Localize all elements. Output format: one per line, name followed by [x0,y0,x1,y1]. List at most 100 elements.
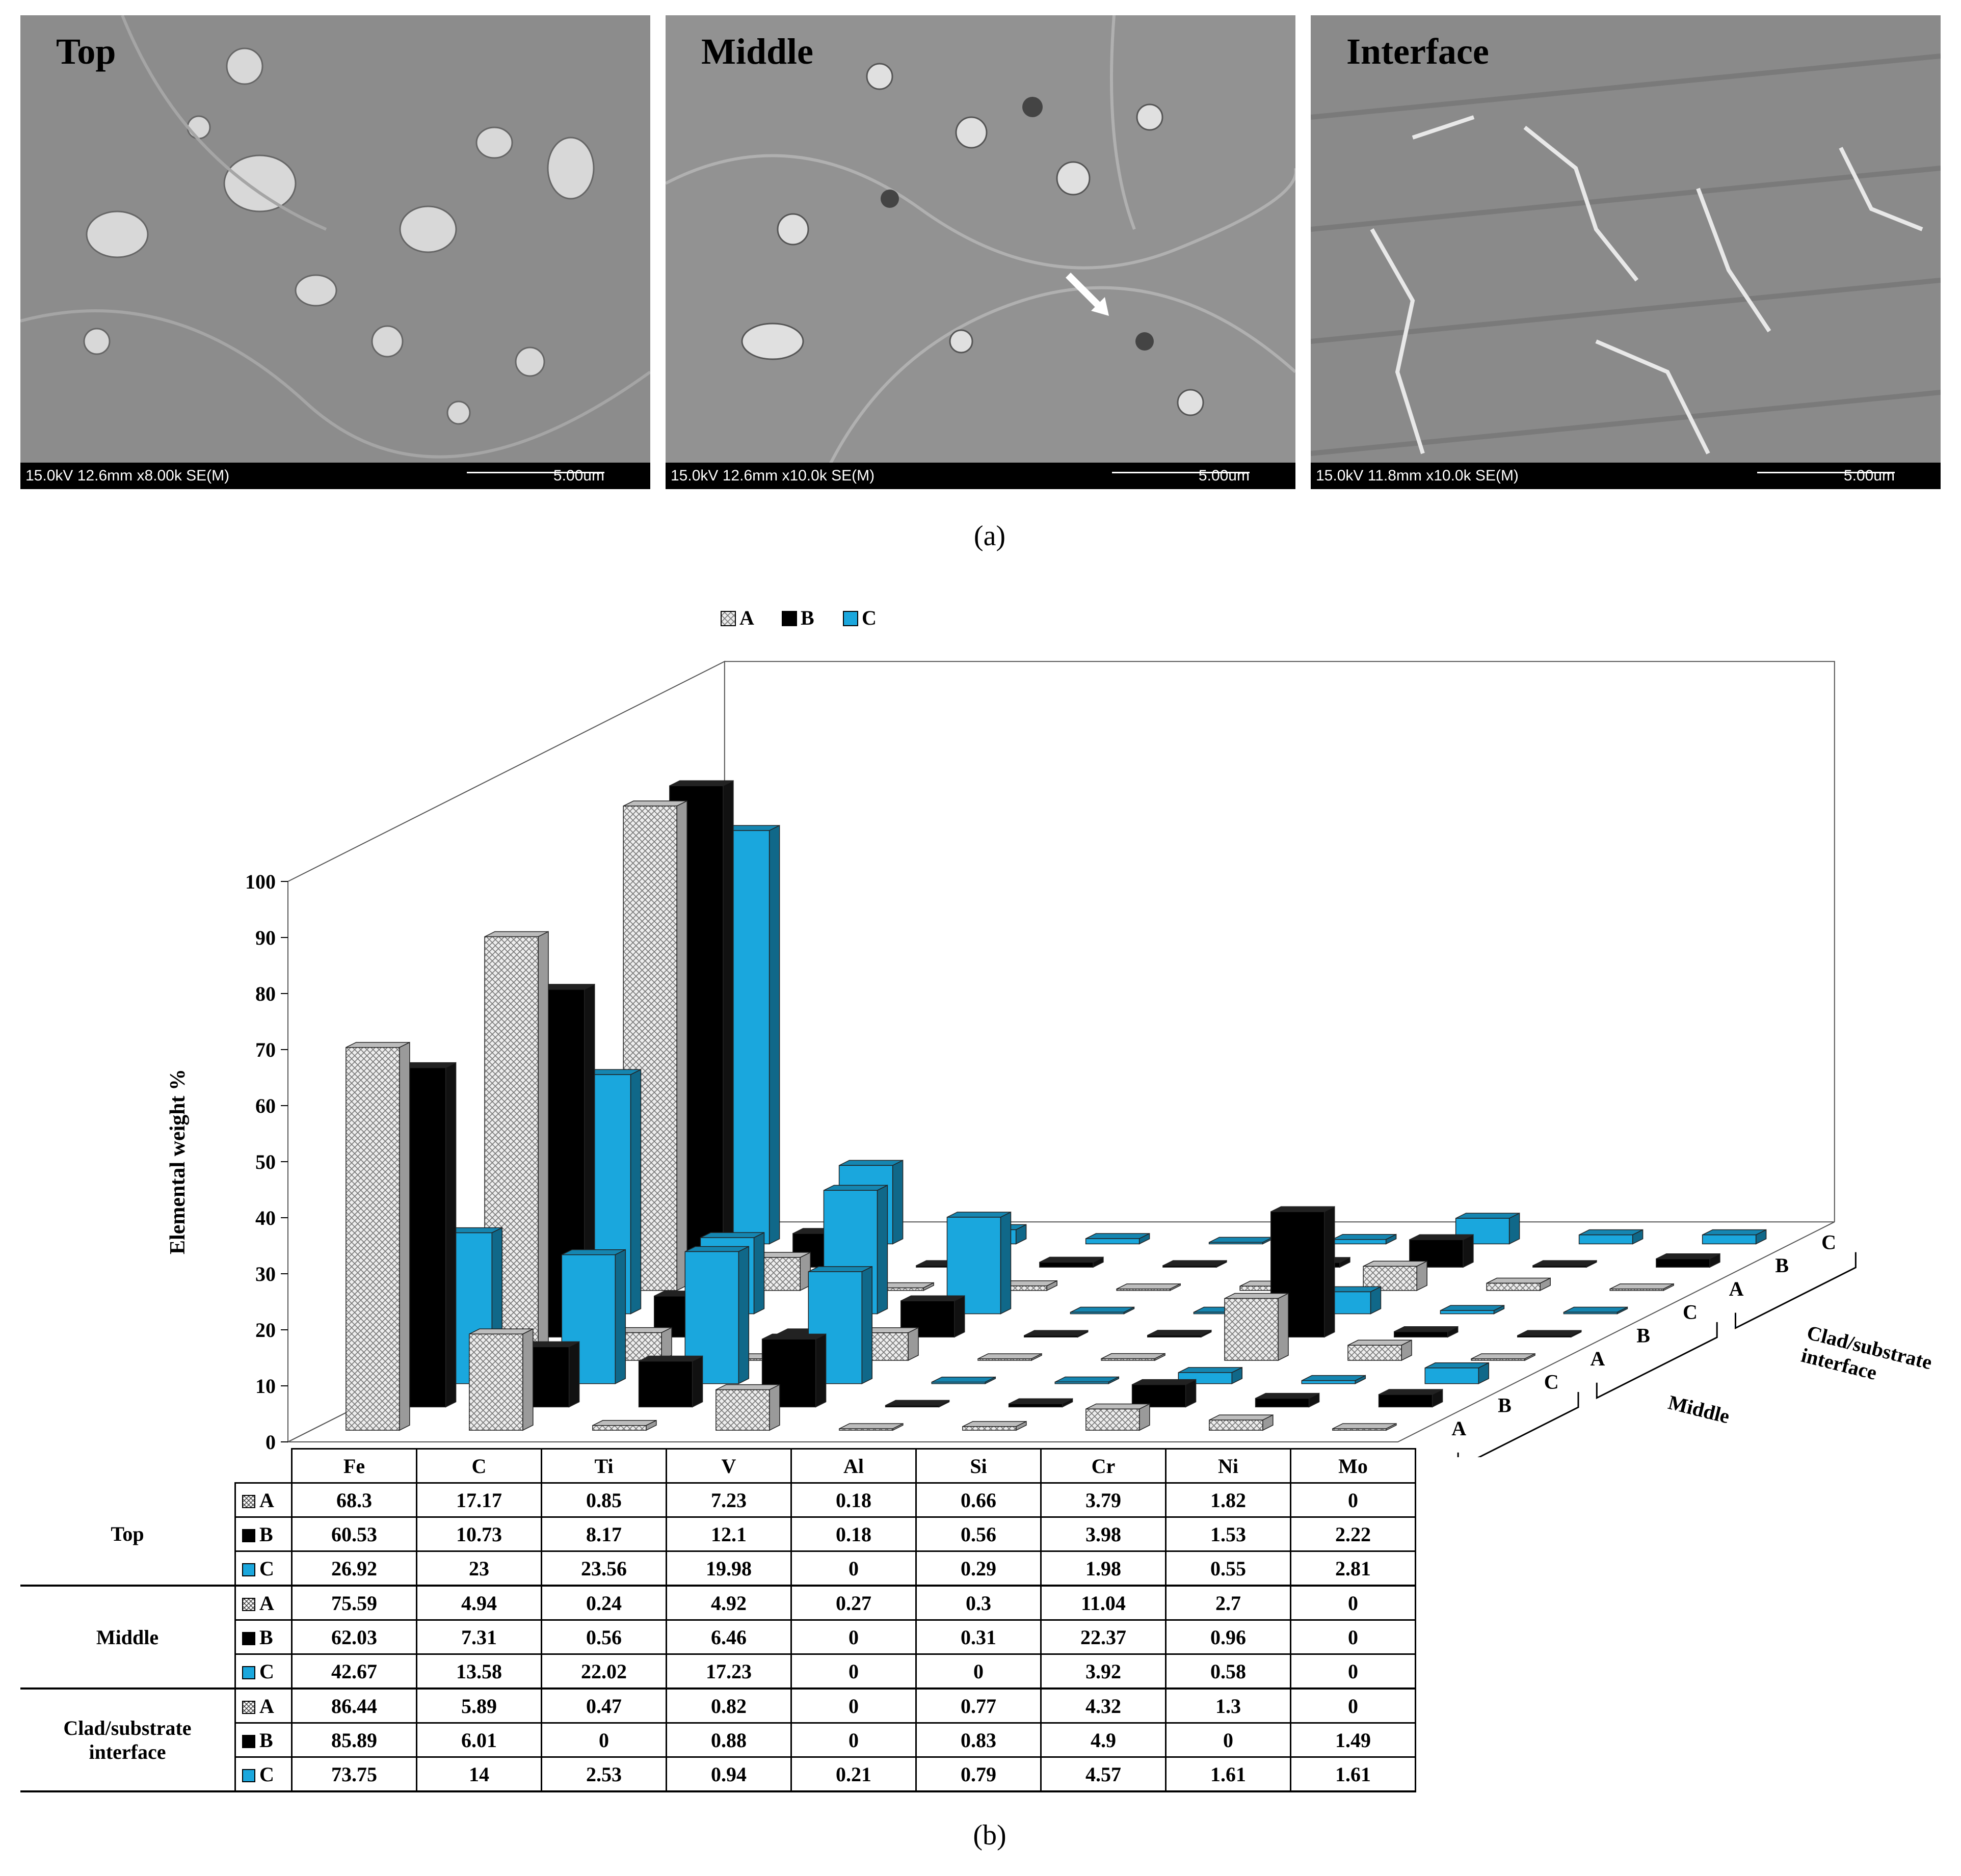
table-cell: 0.82 [666,1687,792,1724]
bar-clad-substrate-interface-b-ni [1532,1259,1597,1268]
series-swatch [242,1768,255,1782]
table-cell: 0.94 [666,1756,792,1792]
table-cell: 22.02 [541,1653,667,1690]
y-tick-label: 100 [245,870,276,893]
y-tick-label: 70 [255,1038,276,1061]
y-tick-label: 0 [266,1431,276,1454]
table-cell: 3.92 [1040,1653,1167,1690]
y-tick-label: 20 [255,1319,276,1342]
column-header: Ti [541,1448,667,1484]
group-bracket [1596,1322,1718,1400]
bar-top-b-ti [638,1355,703,1408]
sem-texture [20,15,650,489]
table-cell: 2.53 [541,1756,667,1792]
bar-top-a-c [469,1328,534,1431]
column-header: Fe [291,1448,417,1484]
group-bracket [1457,1391,1579,1457]
bar-clad-substrate-interface-b-cr [1409,1234,1474,1268]
table-row: C 42.67 13.58 22.02 17.23 0 0 3.92 0.58 0 [20,1653,1416,1690]
bar-top-a-v [716,1384,780,1431]
table-cell: 68.3 [291,1482,417,1518]
series-cell: B [234,1516,293,1552]
y-tick-label: 40 [255,1207,276,1229]
depth-label: A [1591,1347,1605,1370]
sem-scale: 5.00um [553,467,604,484]
series-cell: A [234,1687,293,1724]
table-cell: 0.29 [915,1550,1042,1587]
bar-top-b-ni [1255,1392,1320,1408]
legend-label: A [739,606,754,629]
table-cell: 26.92 [291,1550,417,1587]
bar-middle-c-ni [1440,1304,1505,1315]
table-cell: 4.92 [666,1585,792,1621]
table-cell: 0.96 [1165,1619,1291,1655]
y-tick-label: 50 [255,1150,276,1173]
bar-middle-c-ti [823,1185,888,1315]
column-header: Si [915,1448,1042,1484]
bar-top-c-ni [1301,1375,1366,1384]
column-header: C [416,1448,542,1484]
bar-clad-substrate-interface-b-al [1162,1259,1227,1268]
table-cell: 22.37 [1040,1619,1167,1655]
table-cell: 0.85 [541,1482,667,1518]
legend-swatch [721,611,736,626]
sem-info: 15.0kV 12.6mm x10.0k SE(M) [671,467,875,484]
table-row: B 60.53 10.73 8.17 12.1 0.18 0.56 3.98 1.53 2.22 [20,1516,1416,1552]
bar-middle-b-si [1147,1329,1212,1338]
bar-top-a-mo [1332,1423,1397,1431]
table-cell: 0.31 [915,1619,1042,1655]
depth-label: B [1636,1324,1650,1347]
depth-label: C [1821,1230,1836,1253]
table-cell: 4.94 [416,1585,542,1621]
legend: A B C [721,606,877,629]
table-cell: 2.81 [1290,1550,1416,1587]
column-header: Cr [1040,1448,1167,1484]
y-tick-label: 30 [255,1263,276,1285]
table-cell: 12.1 [666,1516,792,1552]
depth-label: C [1683,1301,1698,1324]
table-cell: 1.98 [1040,1550,1167,1587]
sem-texture [666,15,1295,489]
table-cell: 0 [790,1619,917,1655]
bar-clad-substrate-interface-c-v [1085,1232,1150,1245]
table-cell: 1.3 [1165,1687,1291,1724]
bar-clad-substrate-interface-b-mo [1656,1253,1720,1268]
table-cell: 0 [1290,1653,1416,1690]
table-cell: 60.53 [291,1516,417,1552]
table-cell: 0 [1290,1585,1416,1621]
column-header: V [666,1448,792,1484]
series-cell: C [234,1550,293,1587]
table-header-row: Fe C Ti V Al Si Cr Ni Mo [20,1448,1416,1484]
table-cell: 0.3 [915,1585,1042,1621]
sem-scale: 5.00um [1198,467,1250,484]
table-cell: 1.49 [1290,1722,1416,1758]
table-cell: 0.47 [541,1687,667,1724]
bar-top-b-al [885,1400,950,1408]
bar-clad-substrate-interface-c-ni [1578,1229,1644,1245]
bar-top-a-ni [1209,1414,1274,1431]
row-group-label: Top [20,1483,235,1587]
table-cell: 85.89 [291,1722,417,1758]
group-label: Middle [1666,1390,1732,1428]
table-cell: 0 [1165,1722,1291,1758]
table-cell: 1.61 [1290,1756,1416,1792]
bar-middle-c-al [1070,1306,1135,1315]
table-cell: 4.9 [1040,1722,1167,1758]
bar-top-c-si [1054,1376,1120,1384]
table-cell: 0.21 [790,1756,917,1792]
sem-databar: 15.0kV 11.8mm x10.0k SE(M) 5.00um [1311,463,1941,489]
caption-b: (b) [973,1819,1006,1851]
table-row: C 26.92 23 23.56 19.98 0 0.29 1.98 0.55 2.81 [20,1550,1416,1587]
series-cell: C [234,1653,293,1690]
table-cell: 0.79 [915,1756,1042,1792]
sem-databar: 15.0kV 12.6mm x8.00k SE(M) 5.00um [20,463,650,489]
table-cell: 1.61 [1165,1756,1291,1792]
table-cell: 0 [790,1550,917,1587]
table-cell: 4.32 [1040,1687,1167,1724]
bar-top-a-al [839,1423,904,1431]
sem-label: Middle [701,31,814,72]
bar-middle-c-mo [1563,1306,1628,1315]
table-cell: 2.22 [1290,1516,1416,1552]
table-cell: 0.18 [790,1482,917,1518]
y-tick-label: 60 [255,1094,276,1117]
